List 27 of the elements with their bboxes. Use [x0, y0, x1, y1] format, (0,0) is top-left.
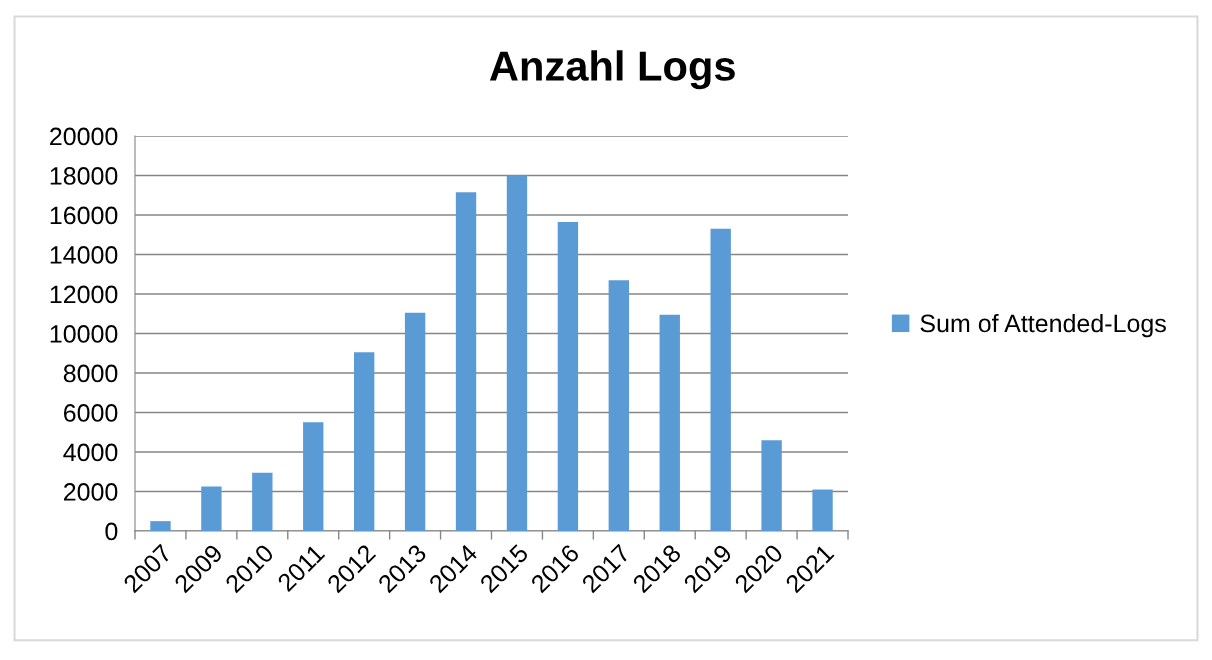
y-tick-label: 6000: [63, 404, 118, 422]
bar: [557, 221, 579, 531]
bar: [659, 314, 680, 531]
y-tick-label: 0: [105, 522, 118, 541]
y-tick-label: 4000: [63, 443, 118, 462]
bar: [455, 192, 477, 531]
y-tick-label: 20000: [50, 127, 118, 146]
y-tick-label: 2000: [63, 483, 118, 501]
y-tick-label: 12000: [50, 285, 118, 304]
y-tick-label: 10000: [50, 325, 118, 343]
bar: [201, 486, 222, 531]
y-tick-label: 14000: [50, 246, 118, 264]
bar: [252, 472, 273, 531]
y-tick-label: 16000: [50, 206, 118, 225]
bar: [506, 175, 528, 531]
y-tick-label: 8000: [63, 364, 118, 383]
bar: [150, 521, 171, 531]
bar: [353, 352, 375, 531]
legend-label: Sum of Attended-Logs: [920, 313, 1166, 338]
bar: [303, 422, 324, 531]
y-tick-label: 18000: [50, 167, 118, 185]
bar: [404, 312, 426, 531]
bar: [710, 228, 731, 531]
bar: [812, 489, 833, 531]
chart-title: Anzahl Logs: [489, 50, 735, 90]
bar: [761, 440, 782, 531]
bar: [608, 280, 630, 531]
